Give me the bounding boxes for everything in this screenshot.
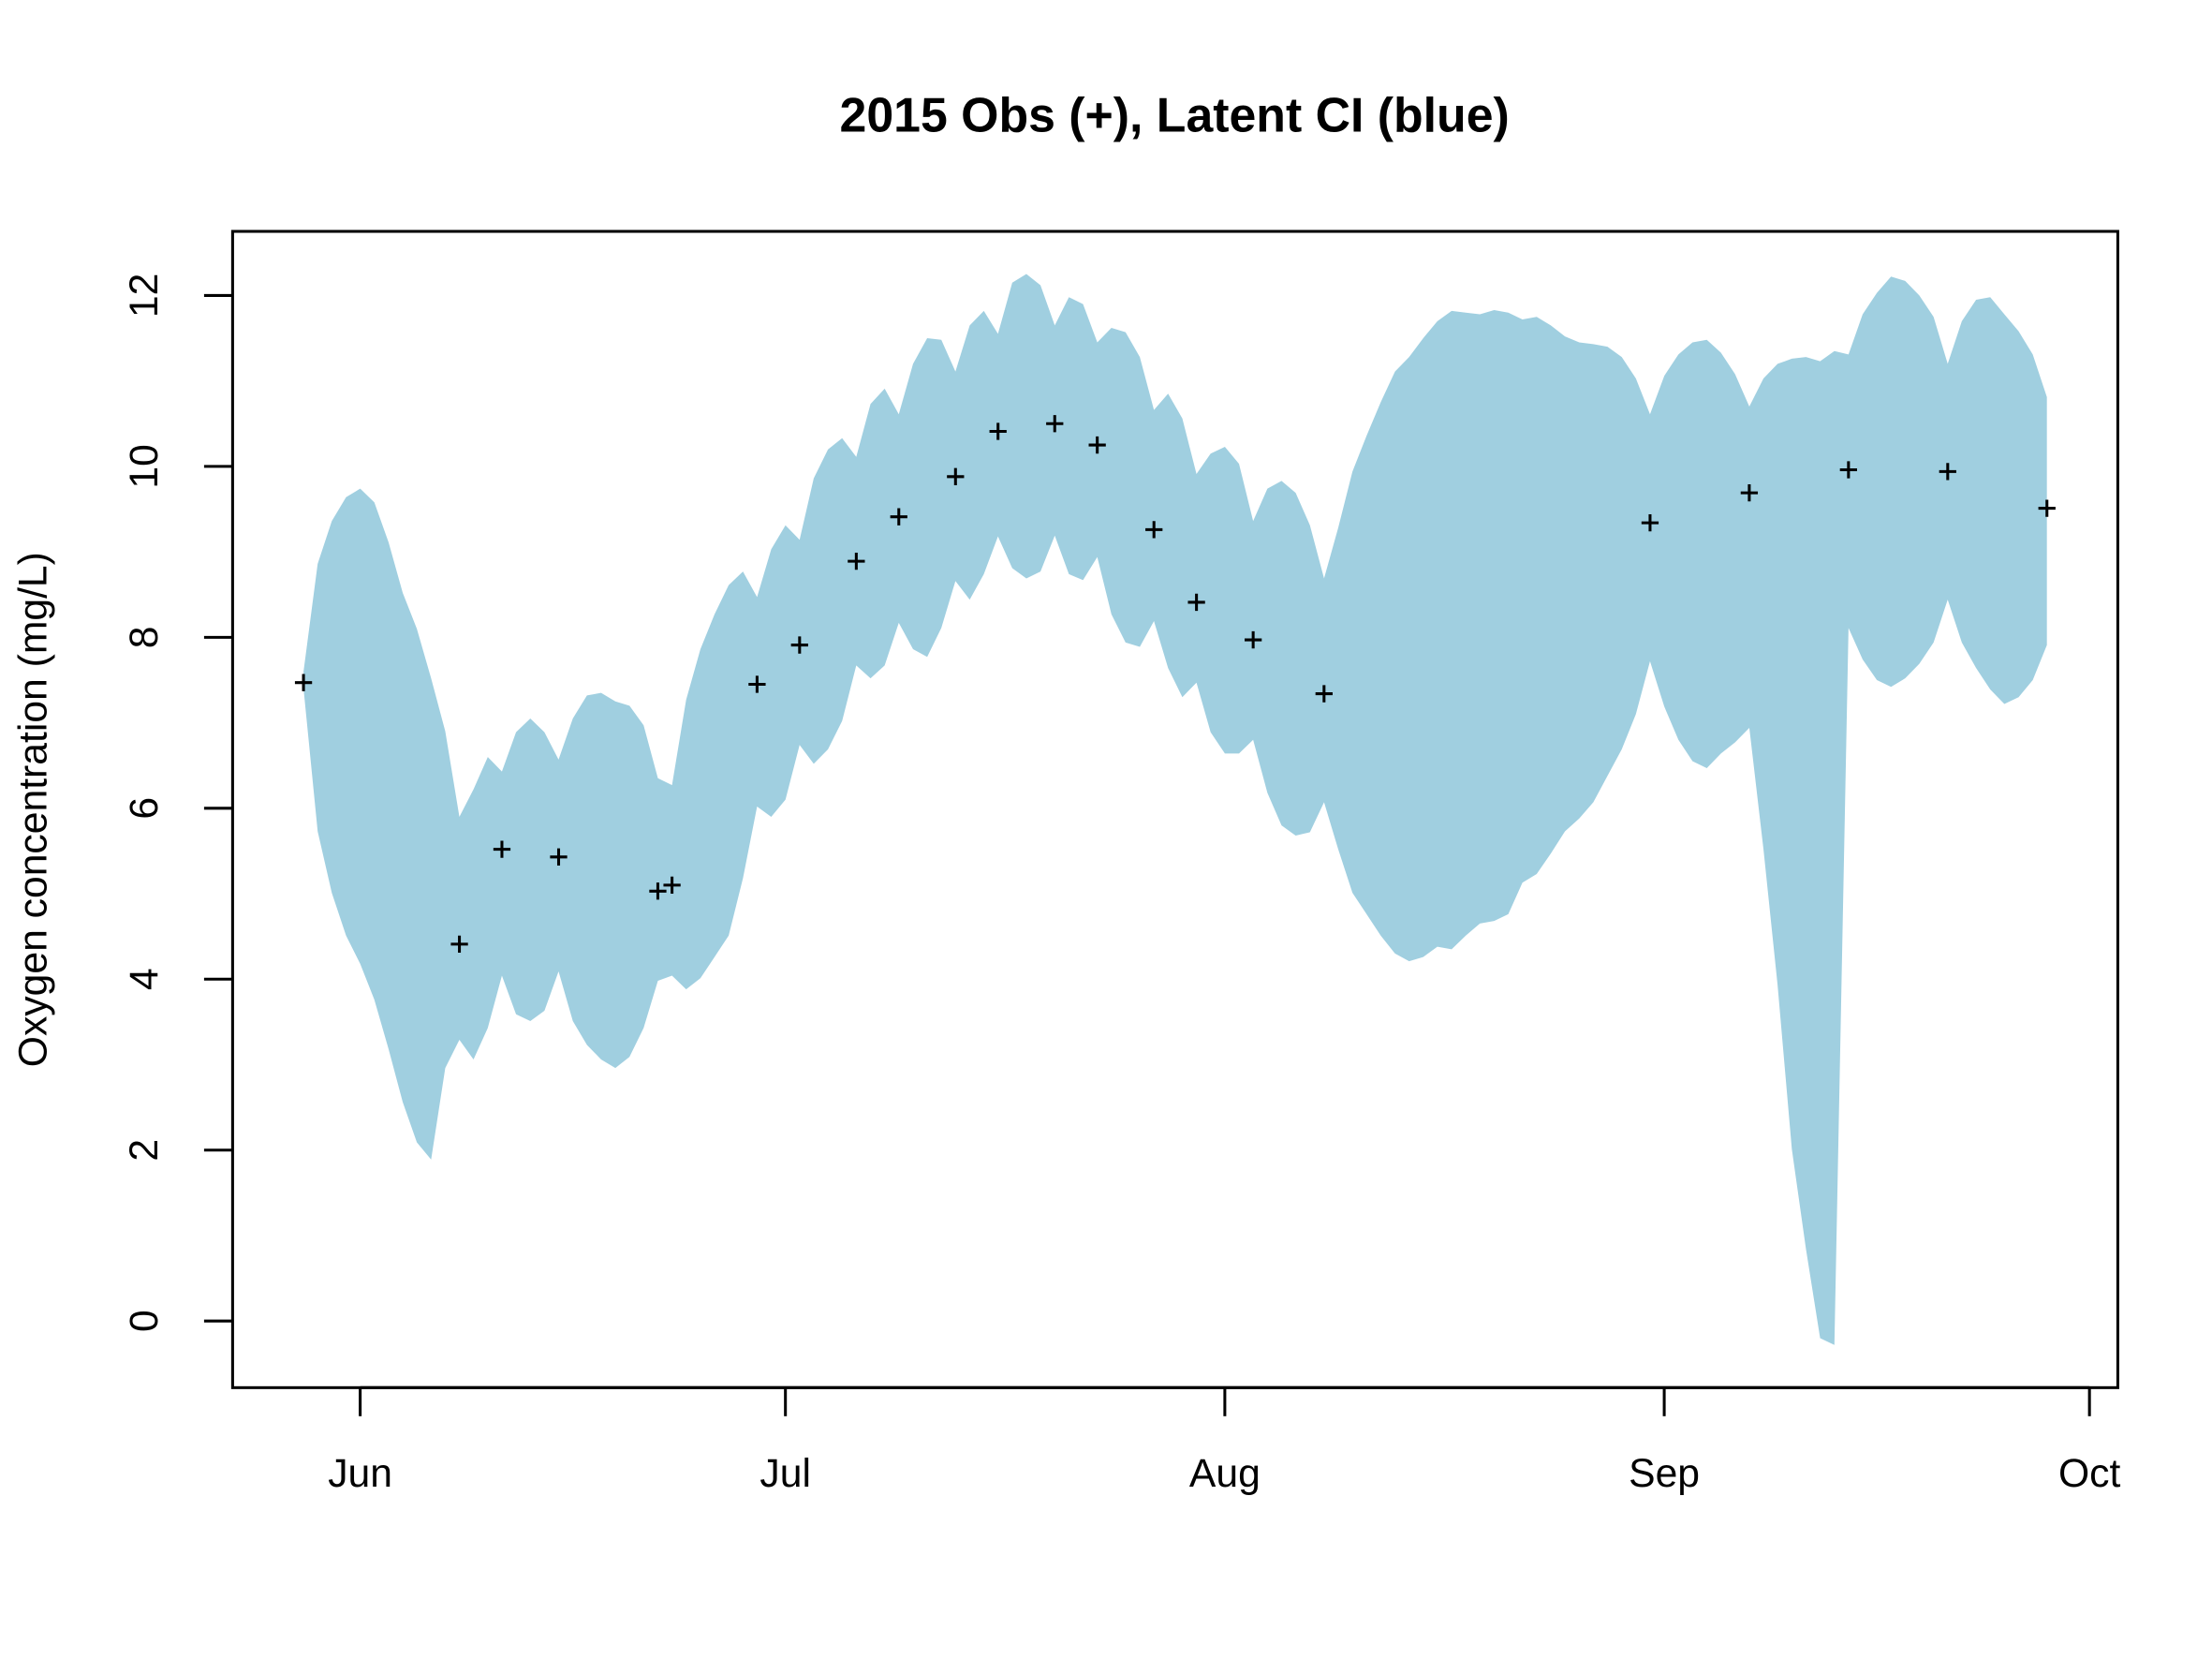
x-tick-label: Jul xyxy=(759,1451,811,1496)
observation-marker xyxy=(890,508,907,526)
observation-marker xyxy=(1088,436,1106,454)
observation-marker xyxy=(748,675,766,693)
y-tick-label: 6 xyxy=(122,797,167,820)
observation-marker xyxy=(2038,499,2056,517)
observation-marker xyxy=(649,882,667,900)
x-tick-label: Jun xyxy=(328,1451,392,1496)
chart-title: 2015 Obs (+), Latent CI (blue) xyxy=(840,87,1510,141)
observation-marker xyxy=(1839,461,1857,479)
y-axis-label: Oxygen concentration (mg/L) xyxy=(10,552,55,1067)
x-tick-label: Aug xyxy=(1189,1451,1261,1496)
x-tick-label: Oct xyxy=(2058,1451,2121,1496)
observation-marker xyxy=(947,467,965,485)
observation-marker xyxy=(848,553,865,570)
observation-marker xyxy=(1046,415,1064,433)
observation-marker xyxy=(663,876,681,895)
observation-marker xyxy=(493,840,511,858)
y-tick-label: 2 xyxy=(122,1139,167,1162)
y-tick-label: 10 xyxy=(122,444,167,488)
observation-marker xyxy=(550,848,568,866)
ci-band xyxy=(303,274,2047,1345)
observation-marker xyxy=(1145,521,1163,539)
x-tick-label: Sep xyxy=(1629,1451,1700,1496)
y-tick-label: 0 xyxy=(122,1310,167,1332)
observation-marker xyxy=(1939,463,1956,481)
observation-marker xyxy=(1187,593,1205,612)
y-tick-label: 4 xyxy=(122,968,167,990)
observation-marker xyxy=(450,935,468,953)
observation-marker xyxy=(1315,685,1333,703)
y-tick-label: 8 xyxy=(122,626,167,648)
observation-marker xyxy=(989,422,1007,440)
y-tick-label: 12 xyxy=(122,274,167,318)
observation-marker xyxy=(294,674,313,691)
observation-marker xyxy=(1641,513,1659,532)
observation-marker xyxy=(790,636,808,654)
observation-marker xyxy=(1245,630,1262,649)
observation-marker xyxy=(1740,484,1759,502)
